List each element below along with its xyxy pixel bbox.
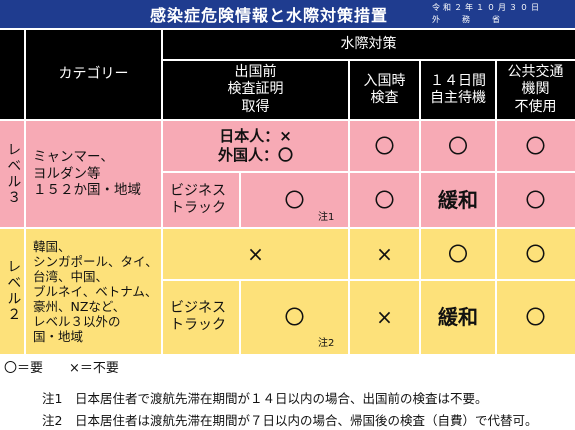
grid-line xyxy=(239,172,241,228)
header-category: カテゴリー xyxy=(25,30,162,120)
level2-pretest: × xyxy=(162,228,349,280)
level3-quarantine: 〇 xyxy=(420,120,496,172)
level3-entry-test: 〇 xyxy=(349,120,420,172)
level2-quarantine: 〇 xyxy=(420,228,496,280)
level3-business-entry-test: 〇 xyxy=(349,172,420,228)
grid-line xyxy=(161,30,163,354)
level2-business-entry-test: × xyxy=(349,280,420,354)
grid-line xyxy=(495,60,497,354)
header-blank xyxy=(0,30,25,120)
title-bar xyxy=(0,0,575,28)
level2-countries: 韓国、 シンガポール、タイ、 台湾、中国、 ブルネイ、ベトナム、 豪州、NZなど… xyxy=(25,228,162,354)
level2-label: レベル２ xyxy=(0,228,25,354)
grid-line xyxy=(0,119,575,121)
grid-line xyxy=(162,171,575,173)
note1-marker: 注1 xyxy=(318,212,335,223)
level2-business-quarantine: 緩和 xyxy=(420,280,496,354)
level3-business-pretest: 〇 xyxy=(240,172,349,228)
grid-line xyxy=(162,279,575,281)
level3-business-quarantine: 緩和 xyxy=(420,172,496,228)
footnote-1: 注1 日本居住者で渡航先滞在期間が１４日以内の場合、出国前の検査は不要。 xyxy=(42,391,488,406)
level3-no-public-transport: 〇 xyxy=(496,120,575,172)
note2-marker: 注2 xyxy=(318,338,335,349)
header-mizugiwa: 水際対策 xyxy=(162,30,575,60)
level2-business-track-label: ビジネス トラック xyxy=(162,280,240,354)
page-title: 感染症危険情報と水際対策措置 xyxy=(150,6,389,25)
footnote-2: 注2 日本居住者は渡航先滞在期間が７日以内の場合、帰国後の検査（自費）で代替可。 xyxy=(42,413,538,428)
grid-line xyxy=(162,59,575,61)
level3-countries: ミャンマー、 ヨルダン等 １５２か国・地域 xyxy=(25,120,162,228)
grid-line xyxy=(24,30,26,354)
grid-line xyxy=(419,60,421,354)
level2-business-pretest: 〇 xyxy=(240,280,349,354)
header-pretest: 出国前 検査証明 取得 xyxy=(162,60,349,120)
header-entry-test: 入国時 検査 xyxy=(349,60,420,120)
level3-label: レベル３ xyxy=(0,120,25,228)
level3-business-track-label: ビジネス トラック xyxy=(162,172,240,228)
level3-pretest: 日本人：× 外国人：〇 xyxy=(162,120,349,172)
grid-line xyxy=(239,280,241,354)
grid-line xyxy=(348,60,350,354)
level2-no-public-transport: 〇 xyxy=(496,228,575,280)
header-no-public-transport: 公共交通 機関 不使用 xyxy=(496,60,575,120)
level2-business-no-public-transport: 〇 xyxy=(496,280,575,354)
header-quarantine: １４日間 自主待機 xyxy=(420,60,496,120)
grid-line xyxy=(0,227,575,229)
issuer-text: 外務省 xyxy=(432,15,522,24)
legend: 〇＝要 ×＝不要 xyxy=(4,361,119,376)
date-text: 令和２年１０月３０日 xyxy=(432,3,542,12)
level2-entry-test: × xyxy=(349,228,420,280)
level3-business-no-public-transport: 〇 xyxy=(496,172,575,228)
